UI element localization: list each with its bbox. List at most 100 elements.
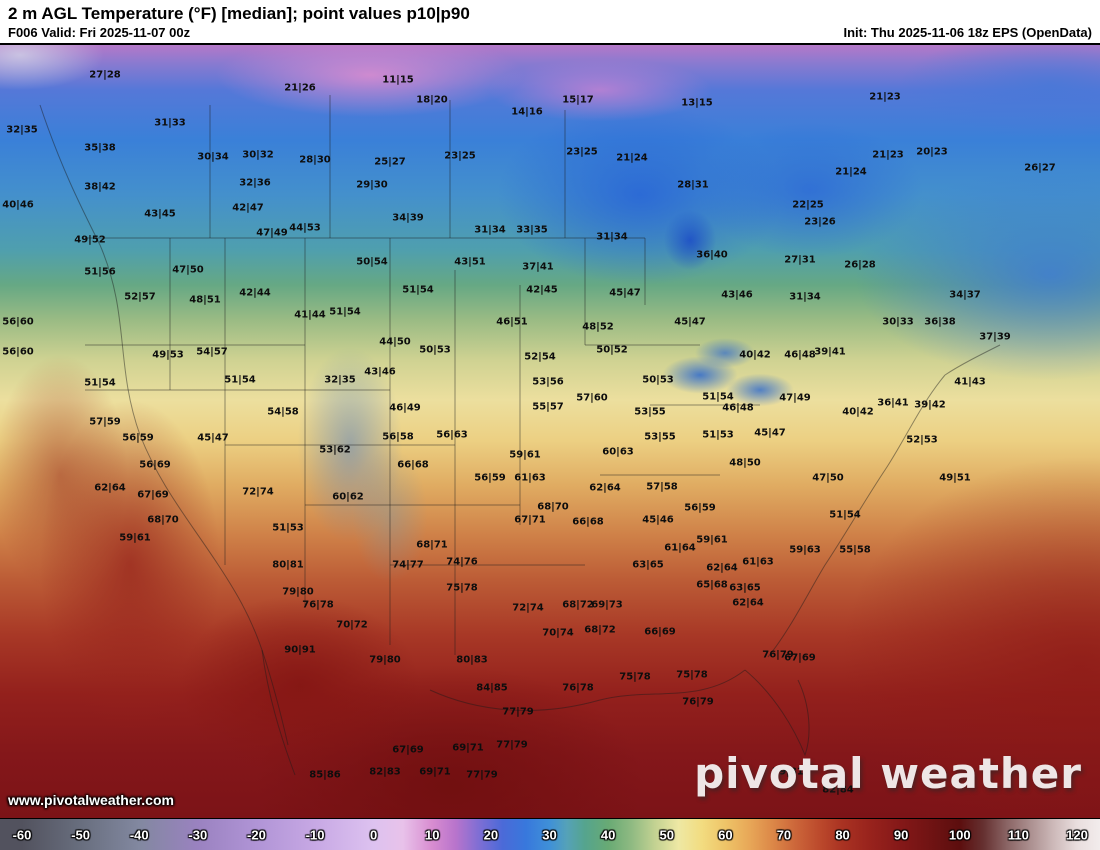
point-value: 40|46 bbox=[2, 199, 34, 211]
point-value: 32|35 bbox=[324, 374, 356, 386]
point-value: 56|69 bbox=[139, 459, 171, 471]
point-value: 55|58 bbox=[839, 544, 871, 556]
colorbar-tick: 90 bbox=[893, 827, 909, 842]
point-value: 70|72 bbox=[336, 619, 368, 631]
point-value: 21|24 bbox=[616, 152, 648, 164]
colorbar-ticks: -60 -50 -40 -30 -20 -10 0 10 20 30 40 50 60 70 80 90 100… bbox=[0, 819, 1100, 850]
map-title: 2 m AGL Temperature (°F) [median]; point… bbox=[8, 4, 470, 23]
point-value: 77|79 bbox=[466, 769, 498, 781]
point-value: 62|64 bbox=[94, 482, 126, 494]
website-url: www.pivotalweather.com bbox=[8, 792, 174, 808]
point-value: 28|31 bbox=[677, 179, 709, 191]
colorbar-tick: 120 bbox=[1066, 827, 1088, 842]
point-value: 76|79 bbox=[682, 696, 714, 708]
point-value: 46|49 bbox=[389, 402, 421, 414]
point-value: 41|44 bbox=[294, 309, 326, 321]
point-value: 51|54 bbox=[402, 284, 434, 296]
point-value: 23|26 bbox=[804, 216, 836, 228]
point-value: 34|37 bbox=[949, 289, 981, 301]
point-value: 42|47 bbox=[232, 202, 264, 214]
header-subrow: F006 Valid: Fri 2025-11-07 00z Init: Thu… bbox=[8, 25, 1092, 40]
point-value: 44|50 bbox=[379, 336, 411, 348]
point-value: 72|74 bbox=[512, 602, 544, 614]
colorbar-tick: 40 bbox=[600, 827, 616, 842]
point-value: 56|59 bbox=[684, 502, 716, 514]
point-value: 25|27 bbox=[374, 156, 406, 168]
point-value: 51|56 bbox=[84, 266, 116, 278]
point-value: 49|51 bbox=[939, 472, 971, 484]
point-value: 68|72 bbox=[584, 624, 616, 636]
point-value: 53|55 bbox=[644, 431, 676, 443]
colorbar-tick: 20 bbox=[483, 827, 499, 842]
colorbar-tick: 0 bbox=[370, 827, 378, 842]
point-value: 79|80 bbox=[282, 586, 314, 598]
point-value: 36|40 bbox=[696, 249, 728, 261]
point-value: 54|57 bbox=[196, 346, 228, 358]
point-value: 90|91 bbox=[284, 644, 316, 656]
point-value: 51|53 bbox=[272, 522, 304, 534]
point-value: 33|35 bbox=[516, 224, 548, 236]
point-value: 45|47 bbox=[754, 427, 786, 439]
point-value: 80|81 bbox=[272, 559, 304, 571]
point-value: 39|41 bbox=[814, 346, 846, 358]
point-value: 11|15 bbox=[382, 74, 414, 86]
point-value: 72|74 bbox=[242, 486, 274, 498]
point-value: 67|69 bbox=[392, 744, 424, 756]
point-value: 37|39 bbox=[979, 331, 1011, 343]
point-values-layer: 27|28 21|26 11|15 18|20 14|16 15|17 13|15 21|23… bbox=[0, 45, 1100, 818]
point-value: 21|24 bbox=[835, 166, 867, 178]
point-value: 43|46 bbox=[364, 366, 396, 378]
point-value: 69|71 bbox=[419, 766, 451, 778]
point-value: 67|69 bbox=[137, 489, 169, 501]
point-value: 46|48 bbox=[784, 349, 816, 361]
point-value: 56|60 bbox=[2, 316, 34, 328]
colorbar-tick: 80 bbox=[835, 827, 850, 842]
point-value: 53|55 bbox=[634, 406, 666, 418]
point-value: 30|32 bbox=[242, 149, 274, 161]
point-value: 48|52 bbox=[582, 321, 614, 333]
point-value: 38|42 bbox=[84, 181, 116, 193]
point-value: 75|78 bbox=[676, 669, 708, 681]
point-value: 48|50 bbox=[729, 457, 761, 469]
point-value: 57|58 bbox=[646, 481, 678, 493]
point-value: 62|64 bbox=[732, 597, 764, 609]
point-value: 56|60 bbox=[2, 346, 34, 358]
point-value: 30|34 bbox=[197, 151, 229, 163]
point-value: 54|58 bbox=[267, 406, 299, 418]
point-value: 31|34 bbox=[474, 224, 506, 236]
colorbar-tick: -10 bbox=[305, 827, 325, 842]
point-value: 36|41 bbox=[877, 397, 909, 409]
point-value: 53|62 bbox=[319, 444, 351, 456]
point-value: 60|62 bbox=[332, 491, 364, 503]
point-value: 31|34 bbox=[789, 291, 821, 303]
point-value: 50|52 bbox=[596, 344, 628, 356]
point-value: 76|78 bbox=[302, 599, 334, 611]
point-value: 69|71 bbox=[452, 742, 484, 754]
colorbar-tick: -50 bbox=[71, 827, 91, 842]
point-value: 59|63 bbox=[789, 544, 821, 556]
point-value: 27|31 bbox=[784, 254, 816, 266]
point-value: 75|78 bbox=[446, 582, 478, 594]
point-value: 13|15 bbox=[681, 97, 713, 109]
colorbar-tick: 100 bbox=[948, 827, 971, 842]
point-value: 37|41 bbox=[522, 261, 554, 273]
colorbar-tick: -20 bbox=[247, 827, 266, 842]
point-value: 76|79 bbox=[762, 649, 794, 661]
point-value: 51|54 bbox=[224, 374, 256, 386]
colorbar-tick: 60 bbox=[718, 827, 733, 842]
point-value: 59|61 bbox=[119, 532, 151, 544]
point-value: 45|47 bbox=[674, 316, 706, 328]
point-value: 61|63 bbox=[514, 472, 546, 484]
point-value: 43|45 bbox=[144, 208, 176, 220]
point-value: 46|48 bbox=[722, 402, 754, 414]
point-value: 67|69 bbox=[784, 652, 816, 664]
point-value: 77|79 bbox=[496, 739, 528, 751]
point-value: 62|64 bbox=[706, 562, 738, 574]
model-init-info: Init: Thu 2025-11-06 18z EPS (OpenData) bbox=[843, 25, 1092, 40]
point-value: 40|42 bbox=[739, 349, 771, 361]
point-value: 32|36 bbox=[239, 177, 271, 189]
point-value: 23|25 bbox=[566, 146, 598, 158]
point-value: 26|28 bbox=[844, 259, 876, 271]
point-value: 27|28 bbox=[89, 69, 121, 81]
